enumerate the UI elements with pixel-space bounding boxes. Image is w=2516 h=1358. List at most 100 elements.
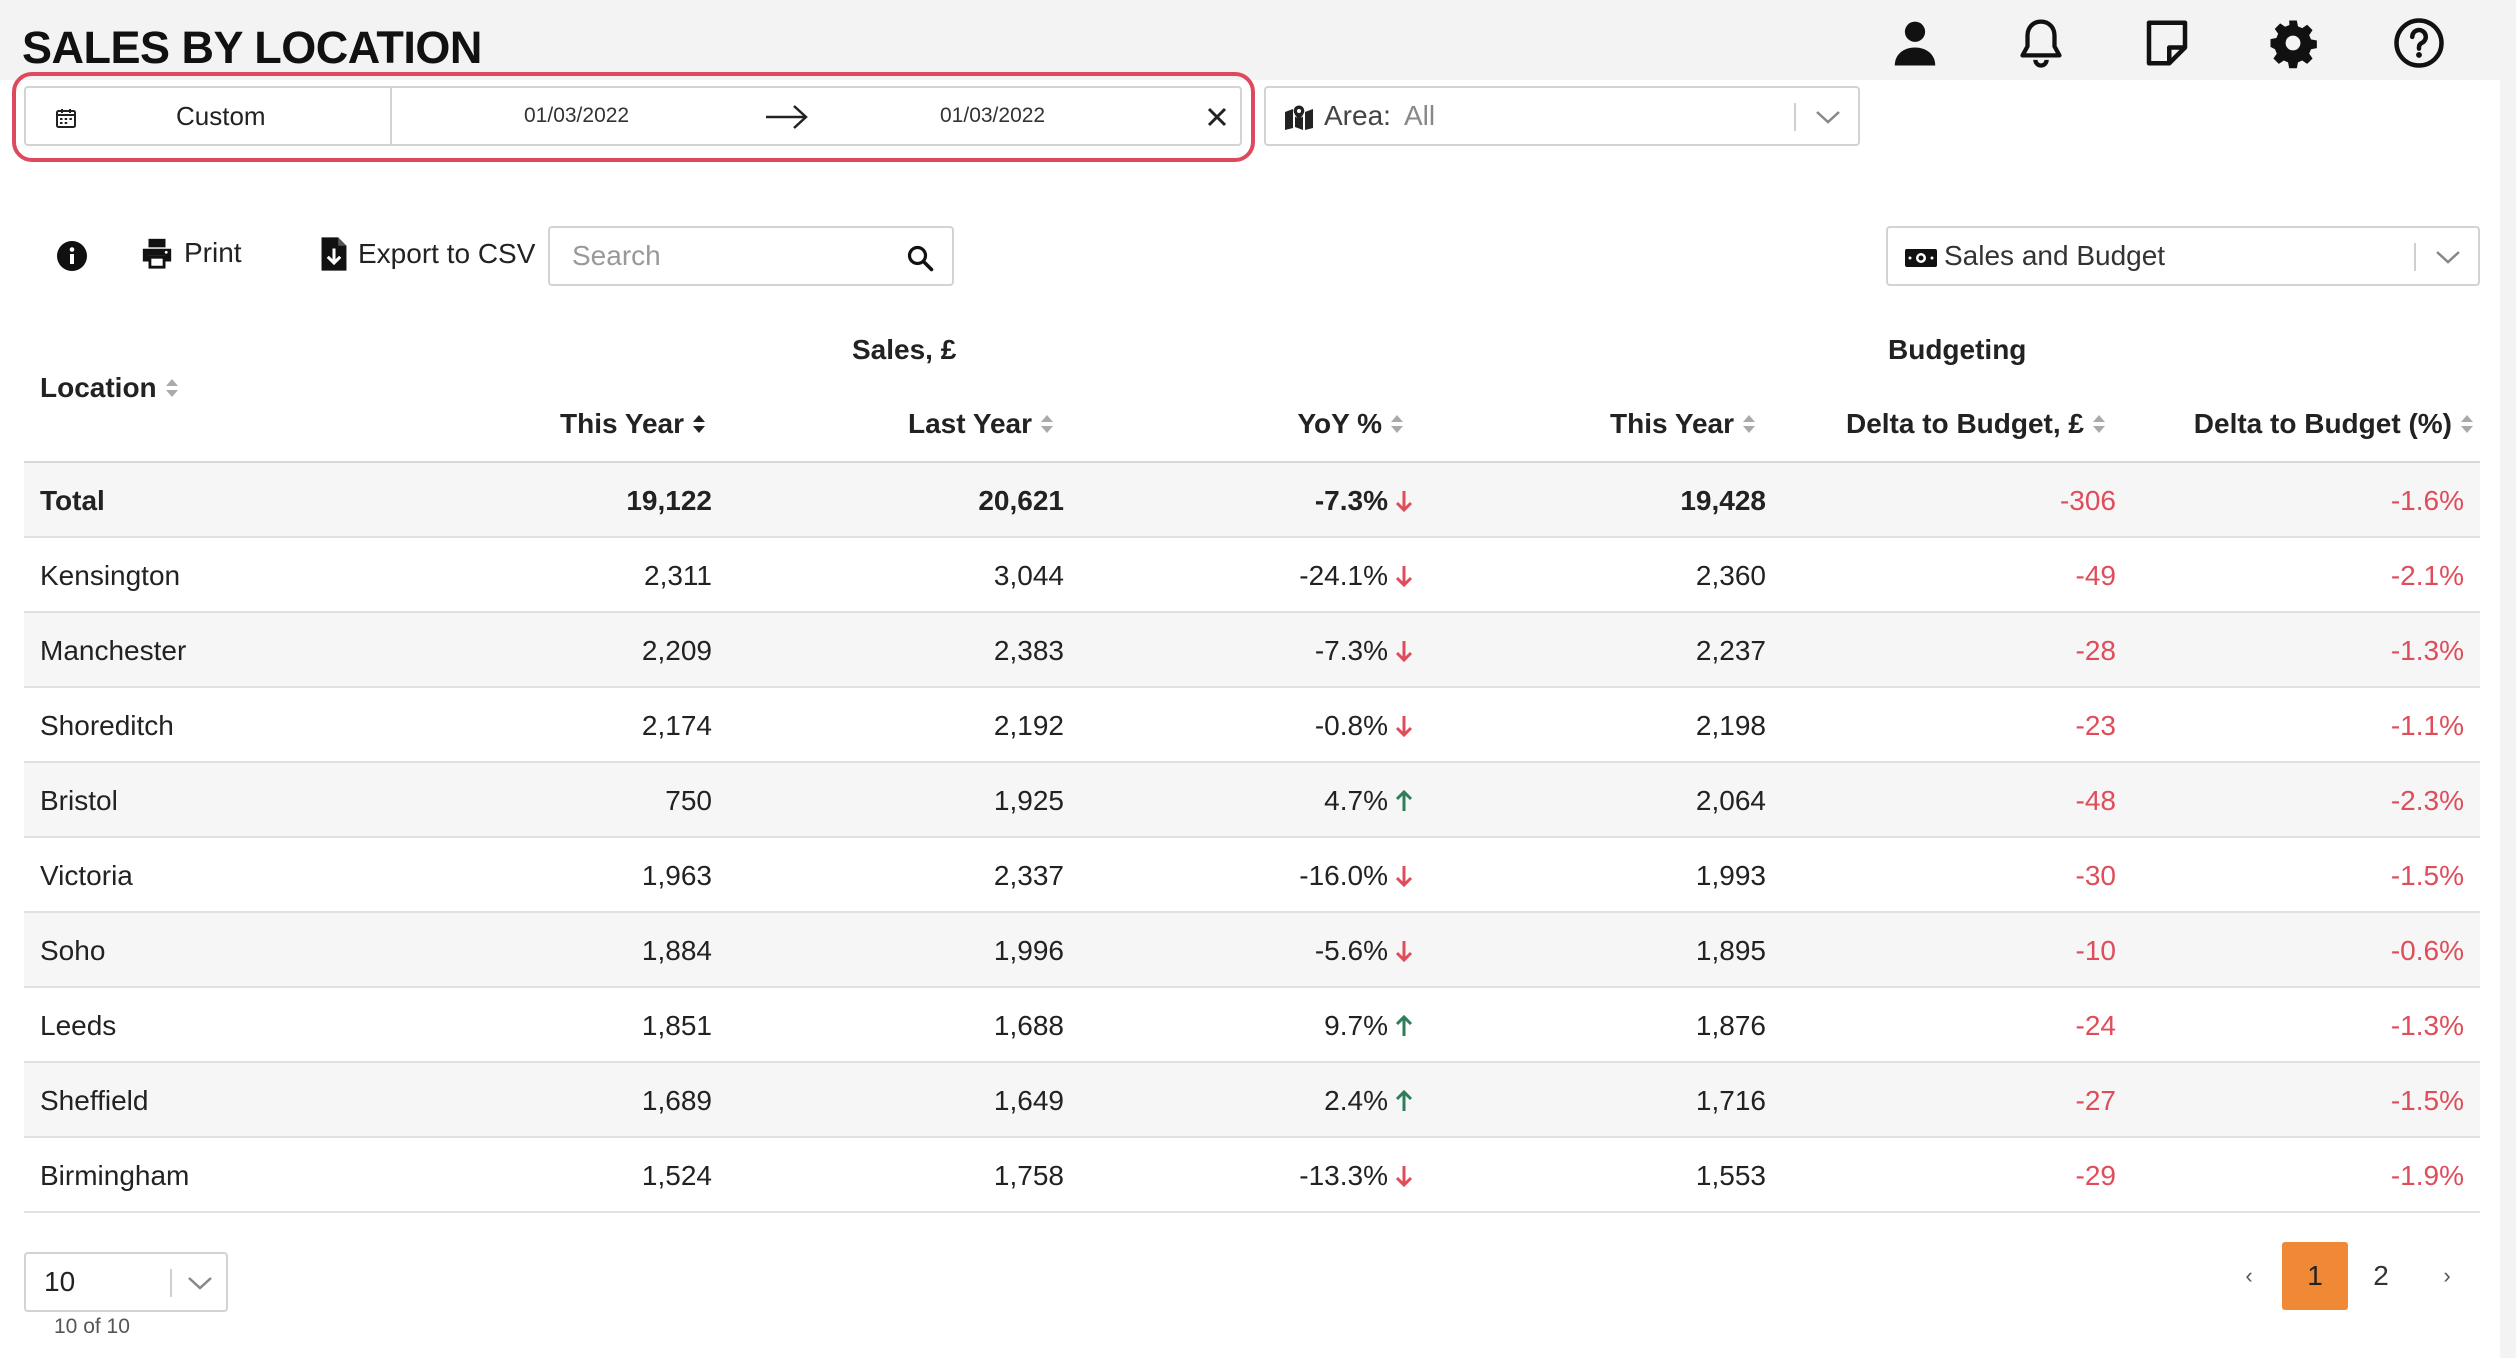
column-header-location[interactable]: Location xyxy=(40,372,179,404)
page-button-2[interactable]: 2 xyxy=(2373,1260,2389,1291)
table-row[interactable]: Leeds 1,851 1,688 9.7% 1,876 -24 -1.3% xyxy=(24,988,2480,1063)
cell-yoy: -24.1% xyxy=(1299,538,1414,613)
table-row[interactable]: Soho 1,884 1,996 -5.6% 1,895 -10 -0.6% xyxy=(24,913,2480,988)
print-button[interactable]: Print xyxy=(140,236,242,270)
arrow-up-icon xyxy=(1395,1014,1413,1036)
cell-this-year: 1,884 xyxy=(641,935,712,966)
date-to-input[interactable]: 01/03/2022 xyxy=(940,104,1046,127)
cell-yoy: 2.4% xyxy=(1324,1063,1414,1138)
table-row[interactable]: Shoreditch 2,174 2,192 -0.8% 2,198 -23 -1.1% xyxy=(24,688,2480,763)
cell-delta-budget: -27 xyxy=(2075,1085,2116,1116)
budget-group-header: Budgeting xyxy=(1888,334,2027,365)
cell-location: Soho xyxy=(40,935,106,966)
column-label: Last Year xyxy=(907,408,1032,439)
search-box[interactable] xyxy=(548,226,954,286)
cell-yoy: 4.7% xyxy=(1324,763,1414,838)
arrow-right-icon xyxy=(766,105,808,129)
sort-icon xyxy=(165,379,178,397)
column-label: Location xyxy=(40,372,157,403)
table-row[interactable]: Sheffield 1,689 1,649 2.4% 1,716 -27 -1.5% xyxy=(24,1063,2480,1138)
cell-this-year: 2,209 xyxy=(641,635,712,666)
column-label: YoY % xyxy=(1297,408,1382,439)
cell-location: Birmingham xyxy=(40,1160,190,1191)
bell-icon[interactable] xyxy=(1978,12,2104,74)
table-row[interactable]: Manchester 2,209 2,383 -7.3% 2,237 -28 -1.3% xyxy=(24,613,2480,688)
cell-delta-budget-pct: -1.9% xyxy=(2390,1160,2464,1191)
table-row-total[interactable]: Total 19,122 20,621 -7.3% 19,428 -306 -1… xyxy=(24,463,2480,538)
sort-icon xyxy=(2093,415,2105,433)
column-header-this-year[interactable]: This Year xyxy=(560,408,706,440)
sort-desc-icon xyxy=(693,415,705,433)
table-row[interactable]: Bristol 750 1,925 4.7% 2,064 -48 -2.3% xyxy=(24,763,2480,838)
info-icon[interactable] xyxy=(56,240,88,272)
cell-location: Kensington xyxy=(40,560,181,591)
file-download-icon xyxy=(321,237,347,271)
cell-delta-budget-pct: -1.6% xyxy=(2390,485,2464,516)
arrow-down-icon xyxy=(1395,1165,1413,1187)
cell-budget-this-year: 1,716 xyxy=(1695,1085,1766,1116)
cell-last-year: 1,925 xyxy=(993,785,1064,816)
next-page-button[interactable]: › xyxy=(2443,1263,2451,1288)
arrow-up-icon xyxy=(1395,1089,1413,1111)
search-input[interactable] xyxy=(572,238,892,274)
cell-delta-budget-pct: -2.3% xyxy=(2390,785,2464,816)
cell-this-year: 750 xyxy=(665,785,712,816)
area-filter-label: Area: xyxy=(1324,100,1391,131)
view-mode-select[interactable]: Sales and Budget xyxy=(1886,226,2480,286)
cell-yoy: -5.6% xyxy=(1315,913,1414,988)
cell-yoy: -16.0% xyxy=(1299,838,1414,913)
money-icon xyxy=(1905,249,1937,267)
export-csv-button[interactable]: Export to CSV xyxy=(320,236,535,272)
cell-delta-budget: -23 xyxy=(2075,710,2116,741)
date-from-input[interactable]: 01/03/2022 xyxy=(524,104,630,127)
table-row[interactable]: Kensington 2,311 3,044 -24.1% 2,360 -49 -2.1% xyxy=(24,538,2480,613)
date-range-picker[interactable]: Custom 01/03/2022 01/03/2022 xyxy=(24,86,1242,146)
area-filter-select[interactable]: Area: All xyxy=(1264,86,1860,146)
column-header-budget-this-year[interactable]: This Year xyxy=(1610,408,1756,440)
column-header-last-year[interactable]: Last Year xyxy=(908,408,1054,440)
chevron-down-icon[interactable] xyxy=(1814,106,1842,128)
prev-page-button[interactable]: ‹ xyxy=(2245,1263,2253,1288)
chevron-down-icon[interactable] xyxy=(186,1272,214,1294)
cell-last-year: 2,337 xyxy=(993,860,1064,891)
cell-last-year: 2,192 xyxy=(993,710,1064,741)
user-icon[interactable] xyxy=(1852,12,1978,74)
table-row[interactable]: Birmingham 1,524 1,758 -13.3% 1,553 -29 -1.9% xyxy=(24,1138,2480,1213)
cell-delta-budget-pct: -1.3% xyxy=(2390,635,2464,666)
yoy-value: 2.4% xyxy=(1324,1085,1388,1116)
cell-delta-budget: -10 xyxy=(2075,935,2116,966)
cell-delta-budget-pct: -0.6% xyxy=(2390,935,2464,966)
cell-delta-budget: -48 xyxy=(2075,785,2116,816)
cell-budget-this-year: 1,895 xyxy=(1695,935,1766,966)
arrow-down-icon xyxy=(1395,640,1413,662)
cell-this-year: 1,963 xyxy=(641,860,712,891)
view-mode-label: Sales and Budget xyxy=(1944,240,2166,271)
column-header-delta-budget[interactable]: Delta to Budget, £ xyxy=(1846,408,2106,440)
page-button-1[interactable]: 1 xyxy=(2282,1242,2348,1310)
calendar-icon xyxy=(56,109,76,128)
gear-icon[interactable] xyxy=(2230,12,2356,74)
table-row[interactable]: Victoria 1,963 2,337 -16.0% 1,993 -30 -1.5% xyxy=(24,838,2480,913)
page-size-select[interactable]: 10 xyxy=(24,1252,228,1312)
search-icon[interactable] xyxy=(906,244,934,272)
sort-icon xyxy=(1743,415,1755,433)
cell-this-year: 2,311 xyxy=(644,560,712,591)
yoy-value: -0.8% xyxy=(1314,710,1388,741)
column-header-delta-budget-pct[interactable]: Delta to Budget (%) xyxy=(2194,408,2474,440)
cell-budget-this-year: 2,198 xyxy=(1695,710,1766,741)
chevron-down-icon[interactable] xyxy=(2434,246,2462,268)
date-preset-select[interactable]: Custom xyxy=(26,88,392,144)
cell-delta-budget: -30 xyxy=(2075,860,2116,891)
cell-budget-this-year: 1,553 xyxy=(1695,1160,1766,1191)
print-label: Print xyxy=(184,237,242,268)
cell-last-year: 1,758 xyxy=(993,1160,1064,1191)
cell-this-year: 2,174 xyxy=(641,710,712,741)
cell-yoy: -7.3% xyxy=(1315,463,1414,538)
cell-last-year: 20,621 xyxy=(978,485,1064,516)
cell-budget-this-year: 1,993 xyxy=(1695,860,1766,891)
note-icon[interactable] xyxy=(2104,12,2230,74)
column-header-yoy[interactable]: YoY % xyxy=(1297,408,1404,440)
close-icon[interactable] xyxy=(1202,102,1232,132)
help-icon[interactable] xyxy=(2356,12,2482,74)
sort-icon xyxy=(1391,415,1403,433)
